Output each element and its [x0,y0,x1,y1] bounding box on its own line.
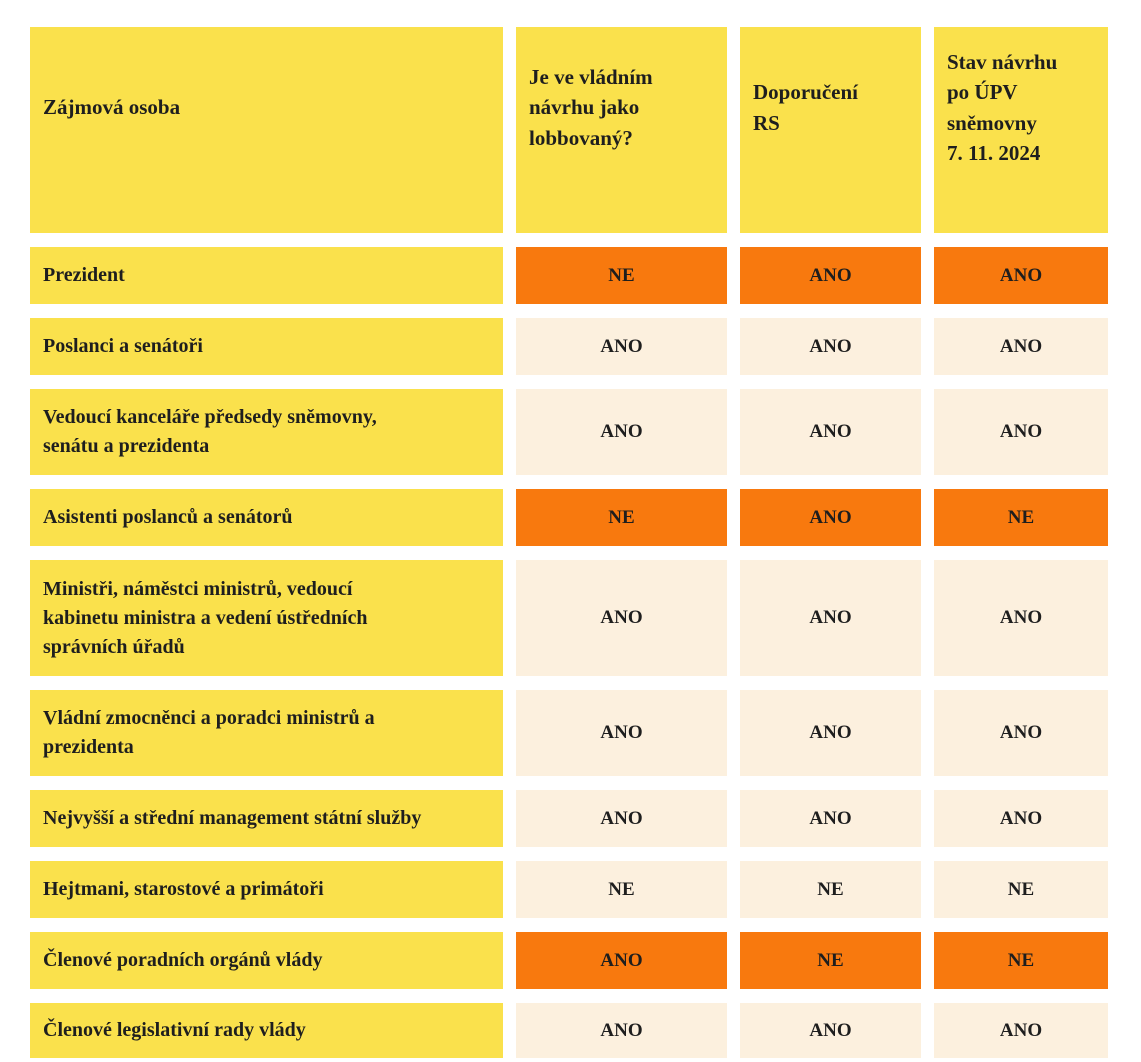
cell-value: ANO [934,247,1108,304]
column-header-subject: Zájmová osoba [30,27,503,233]
cell-value: ANO [740,790,921,847]
row-label: Nejvyšší a střední management státní slu… [30,790,503,847]
cell-value: NE [740,932,921,989]
row-label: Členové legislativní rady vlády [30,1003,503,1058]
cell-value: ANO [516,1003,727,1058]
cell-value: ANO [516,690,727,776]
cell-value: NE [516,247,727,304]
cell-value: ANO [934,560,1108,676]
cell-value: ANO [934,389,1108,475]
cell-value: NE [740,861,921,918]
cell-value: ANO [516,790,727,847]
row-label: Ministři, náměstci ministrů, vedoucí kab… [30,560,503,676]
cell-value: ANO [516,389,727,475]
cell-value: NE [934,861,1108,918]
cell-value: ANO [740,690,921,776]
row-label: Vládní zmocněnci a poradci ministrů a pr… [30,690,503,776]
cell-value: ANO [740,389,921,475]
row-label: Poslanci a senátoři [30,318,503,375]
cell-value: ANO [740,318,921,375]
cell-value: ANO [740,489,921,546]
column-header-government-proposal: Je ve vládním návrhu jako lobbovaný? [516,27,727,233]
cell-value: ANO [516,932,727,989]
column-header-rs-recommendation: Doporučení RS [740,27,921,233]
cell-value: NE [934,932,1108,989]
cell-value: ANO [740,560,921,676]
row-label: Vedoucí kanceláře předsedy sněmovny, sen… [30,389,503,475]
row-label: Asistenti poslanců a senátorů [30,489,503,546]
row-label: Členové poradních orgánů vlády [30,932,503,989]
cell-value: ANO [934,1003,1108,1058]
cell-value: ANO [934,690,1108,776]
cell-value: NE [516,861,727,918]
cell-value: ANO [740,247,921,304]
lobbying-comparison-table: Zájmová osoba Je ve vládním návrhu jako … [30,27,1108,1058]
cell-value: ANO [516,318,727,375]
cell-value: NE [934,489,1108,546]
cell-value: NE [516,489,727,546]
cell-value: ANO [934,790,1108,847]
column-header-upv-status: Stav návrhu po ÚPV sněmovny 7. 11. 2024 [934,27,1108,233]
cell-value: ANO [934,318,1108,375]
cell-value: ANO [516,560,727,676]
row-label: Hejtmani, starostové a primátoři [30,861,503,918]
row-label: Prezident [30,247,503,304]
cell-value: ANO [740,1003,921,1058]
